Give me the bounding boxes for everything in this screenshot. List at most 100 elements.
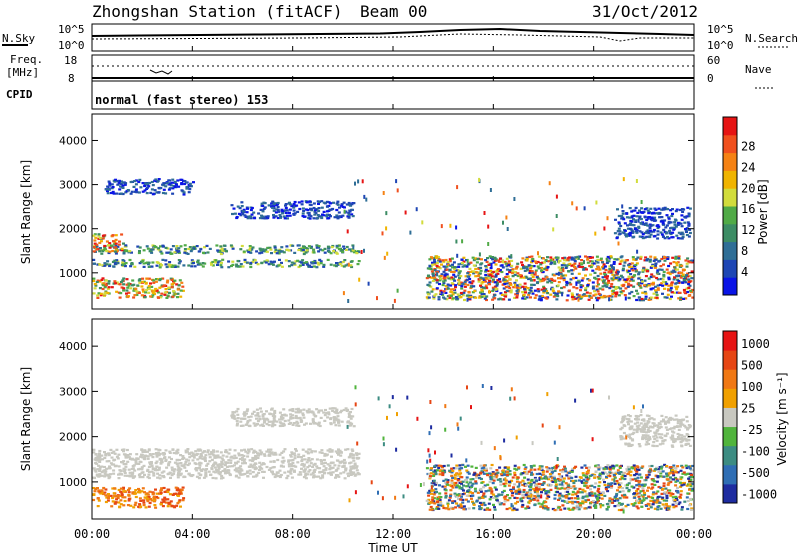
vel-data-cell	[596, 496, 600, 500]
vel-data-cell	[328, 407, 332, 410]
vel-data-cell	[150, 470, 154, 473]
power-data-cell	[348, 209, 352, 212]
power-data-cell	[118, 296, 122, 299]
power-data-cell	[342, 265, 346, 268]
power-data-cell	[175, 183, 178, 186]
power-data-cell	[467, 290, 471, 294]
vel-data-cell	[681, 472, 685, 475]
power-data-cell	[266, 246, 270, 249]
vel-data-cell	[326, 463, 330, 466]
power-data-cell	[635, 228, 639, 232]
power-data-cell	[157, 247, 161, 250]
vel-data-cell	[668, 505, 672, 508]
power-data-cell	[662, 275, 666, 278]
power-data-cell	[553, 262, 557, 265]
vel-data-cell	[245, 471, 249, 474]
power-data-cell	[531, 258, 535, 261]
power-data-cell	[457, 294, 461, 298]
vel-data-cell	[464, 498, 468, 501]
power-data-cell	[562, 286, 566, 289]
vel-data-cell	[354, 466, 358, 469]
vel-data-cell	[679, 490, 683, 493]
power-data-cell	[151, 244, 155, 247]
power-data-cell	[292, 209, 296, 212]
power-data-cell	[468, 296, 472, 299]
power-data-cell	[556, 295, 560, 298]
power-data-cell	[145, 261, 149, 264]
power-data-cell	[661, 222, 665, 225]
power-data-cell	[319, 260, 323, 263]
power-data-cell	[153, 245, 157, 248]
power-data-cell	[170, 286, 174, 289]
vel-data-cell	[271, 423, 275, 426]
vel-data-cell	[155, 465, 159, 468]
power-data-cell	[347, 213, 351, 216]
vel-data-cell	[658, 475, 662, 478]
vel-data-cell	[343, 461, 347, 464]
power-data-cell	[498, 257, 502, 260]
power-data-cell	[669, 221, 673, 224]
vel-data-cell	[600, 497, 604, 500]
vel-data-cell	[679, 493, 683, 496]
power-data-cell	[181, 289, 185, 292]
power-data-cell	[322, 265, 326, 268]
power-data-cell	[686, 206, 690, 209]
power-data-cell	[637, 282, 640, 286]
power-data-cell	[158, 249, 162, 252]
power-data-cell	[654, 289, 657, 292]
power-data-cell	[488, 283, 491, 286]
vel-data-cell	[328, 450, 332, 453]
vel-data-cell	[275, 420, 279, 423]
power-data-cell	[277, 264, 281, 267]
vel-data-cell	[267, 424, 271, 427]
power-data-cell	[551, 290, 555, 293]
vel-data-cell	[151, 453, 155, 456]
vel-data-cell	[137, 487, 140, 491]
vel-data-cell	[343, 477, 347, 480]
vel-data-cell	[107, 460, 111, 463]
power-data-cell	[565, 299, 569, 302]
power-data-cell	[618, 278, 622, 281]
vel-data-cell	[176, 465, 180, 468]
power-data-cell	[621, 267, 625, 270]
power-data-cell	[98, 247, 102, 250]
cpid-label: CPID	[6, 88, 33, 101]
vel-data-cell	[220, 460, 224, 463]
power-data-cell	[562, 277, 566, 280]
power-data-cell	[525, 296, 529, 299]
power-data-cell	[453, 266, 456, 269]
vel-data-cell	[584, 485, 588, 488]
vel-data-cell	[355, 453, 359, 456]
vel-data-cell	[450, 479, 454, 482]
vel-data-cell	[216, 470, 219, 473]
vel-data-cell	[152, 499, 156, 502]
vel-data-cell	[337, 453, 340, 456]
power-data-cell	[685, 215, 689, 218]
vel-data-cell	[260, 451, 264, 454]
vel-data-cell	[198, 462, 201, 465]
power-data-cell	[620, 214, 624, 218]
power-data-cell	[116, 245, 120, 248]
power-data-cell	[627, 269, 631, 272]
power-data-cell	[428, 258, 432, 261]
power-data-cell	[566, 294, 570, 297]
power-data-cell	[263, 217, 267, 220]
power-data-cell	[316, 261, 320, 264]
vel-data-cell	[230, 414, 234, 417]
power-data-cell	[221, 249, 225, 253]
power-data-cell	[213, 261, 217, 264]
power-data-cell	[643, 236, 647, 239]
power-data-cell	[360, 250, 363, 254]
vel-data-cell	[272, 460, 276, 463]
vel-data-cell	[274, 474, 278, 477]
vel-data-cell	[506, 494, 509, 497]
power-data-cell	[162, 245, 165, 248]
power-data-cell	[347, 299, 350, 303]
vel-data-cell	[524, 507, 528, 510]
power-data-cell	[141, 182, 145, 185]
power-data-cell	[153, 292, 156, 296]
power-data-cell	[640, 207, 644, 210]
vel-data-cell	[113, 487, 117, 490]
power-data-cell	[173, 293, 177, 296]
power-data-cell	[231, 212, 234, 216]
